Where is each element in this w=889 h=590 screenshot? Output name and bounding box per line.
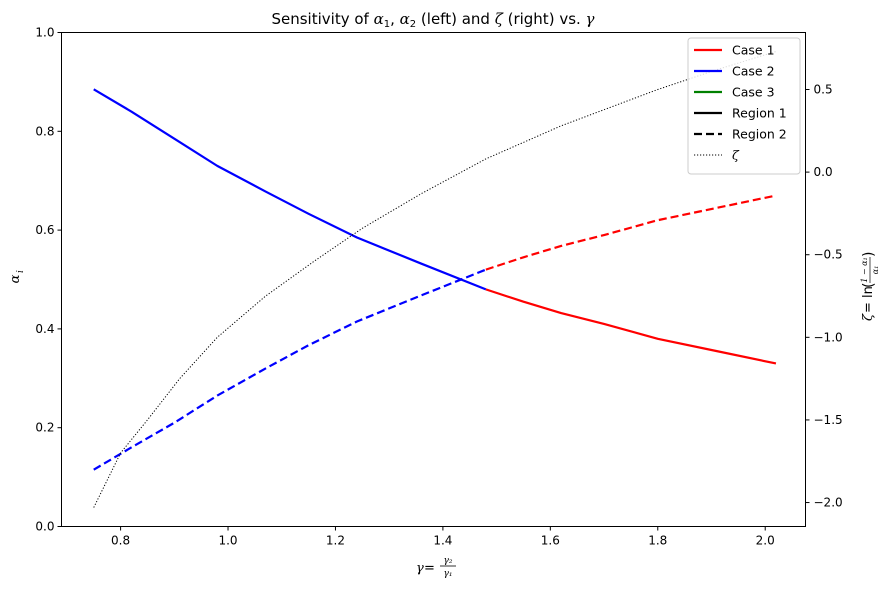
series-line-5 bbox=[93, 51, 777, 508]
y2-tick-label: −0.5 bbox=[814, 248, 843, 262]
legend-label: Region 1 bbox=[732, 106, 787, 121]
y2-tick-label: −1.5 bbox=[814, 413, 843, 427]
y-axis-ticks: 0.0 0.2 0.4 0.6 0.8 1.0 bbox=[35, 26, 62, 534]
title-text-2: (left) and bbox=[416, 10, 495, 28]
legend-label: ζ bbox=[732, 148, 740, 163]
series-line-1 bbox=[93, 88, 487, 291]
xlabel-gamma: γ bbox=[416, 561, 424, 576]
y-axis-label-right: ζ = ln ( 1 − α₁ α₁ ) bbox=[860, 252, 880, 321]
legend-label: Case 1 bbox=[732, 43, 775, 58]
y2label-eq: = ln bbox=[861, 286, 876, 313]
y-tick-label: 0.6 bbox=[35, 223, 54, 237]
y2label-denominator: α₁ bbox=[871, 266, 880, 275]
y2-tick-label: 0.5 bbox=[814, 83, 833, 97]
x-tick-label: 2.0 bbox=[756, 534, 775, 548]
x-tick-label: 0.8 bbox=[111, 534, 130, 548]
plot-lines bbox=[93, 51, 777, 508]
legend-label: Case 2 bbox=[732, 64, 775, 79]
series-line-3 bbox=[93, 268, 487, 471]
title-alpha1-sub: 1 bbox=[384, 19, 390, 30]
y-tick-label: 1.0 bbox=[35, 26, 54, 40]
title-text-3: (right) vs. bbox=[503, 10, 586, 28]
x-axis-label: γ = γ₂ γ₁ bbox=[416, 556, 456, 579]
y-axis-label-left: α i bbox=[8, 270, 26, 283]
svg-text:): ) bbox=[861, 252, 877, 257]
ylabel-alpha-sub: i bbox=[16, 270, 26, 273]
xlabel-eq: = bbox=[424, 561, 435, 576]
x-tick-label: 1.6 bbox=[541, 534, 560, 548]
svg-text:(: ( bbox=[861, 283, 877, 288]
series-line-4 bbox=[485, 194, 777, 271]
title-alpha2-sub: 2 bbox=[410, 19, 416, 30]
ylabel-alpha: α bbox=[8, 274, 23, 283]
x-tick-label: 1.2 bbox=[326, 534, 345, 548]
y-tick-label: 0.8 bbox=[35, 124, 54, 138]
title-alpha1: α bbox=[374, 10, 384, 28]
y2-tick-label: −2.0 bbox=[814, 496, 843, 510]
title-gamma: γ bbox=[586, 10, 595, 28]
y-tick-label: 0.2 bbox=[35, 421, 54, 435]
title-comma: , bbox=[390, 10, 400, 28]
y-tick-label: 0.4 bbox=[35, 322, 54, 336]
x-axis-ticks: 0.8 1.0 1.2 1.4 1.6 1.8 2.0 bbox=[111, 526, 775, 548]
title-alpha2: α bbox=[400, 10, 410, 28]
y2-tick-label: 0.0 bbox=[814, 165, 833, 179]
chart-title: Sensitivity of α1, α2 (left) and ζ (righ… bbox=[271, 10, 594, 30]
legend-label: Case 3 bbox=[732, 85, 775, 100]
x-tick-label: 1.4 bbox=[433, 534, 452, 548]
y2label-zeta: ζ bbox=[861, 313, 876, 321]
y2label-numerator: 1 − α₁ bbox=[860, 257, 869, 283]
series-line-2 bbox=[485, 288, 777, 365]
y-tick-label: 0.0 bbox=[35, 520, 54, 534]
xlabel-numerator: γ₂ bbox=[444, 556, 453, 566]
title-text-1: Sensitivity of bbox=[271, 10, 373, 28]
legend-label: Region 2 bbox=[732, 127, 787, 142]
x-tick-label: 1.0 bbox=[218, 534, 237, 548]
xlabel-denominator: γ₁ bbox=[444, 569, 453, 579]
title-zeta: ζ bbox=[495, 10, 504, 28]
legend: Case 1 Case 2 Case 3 Region 1 Region 2 ζ bbox=[687, 37, 801, 175]
y2-axis-ticks: −2.0 −1.5 −1.0 −0.5 0.0 0.5 bbox=[805, 83, 843, 510]
y2-tick-label: −1.0 bbox=[814, 330, 843, 344]
plot-frame bbox=[61, 32, 806, 527]
x-tick-label: 1.8 bbox=[648, 534, 667, 548]
